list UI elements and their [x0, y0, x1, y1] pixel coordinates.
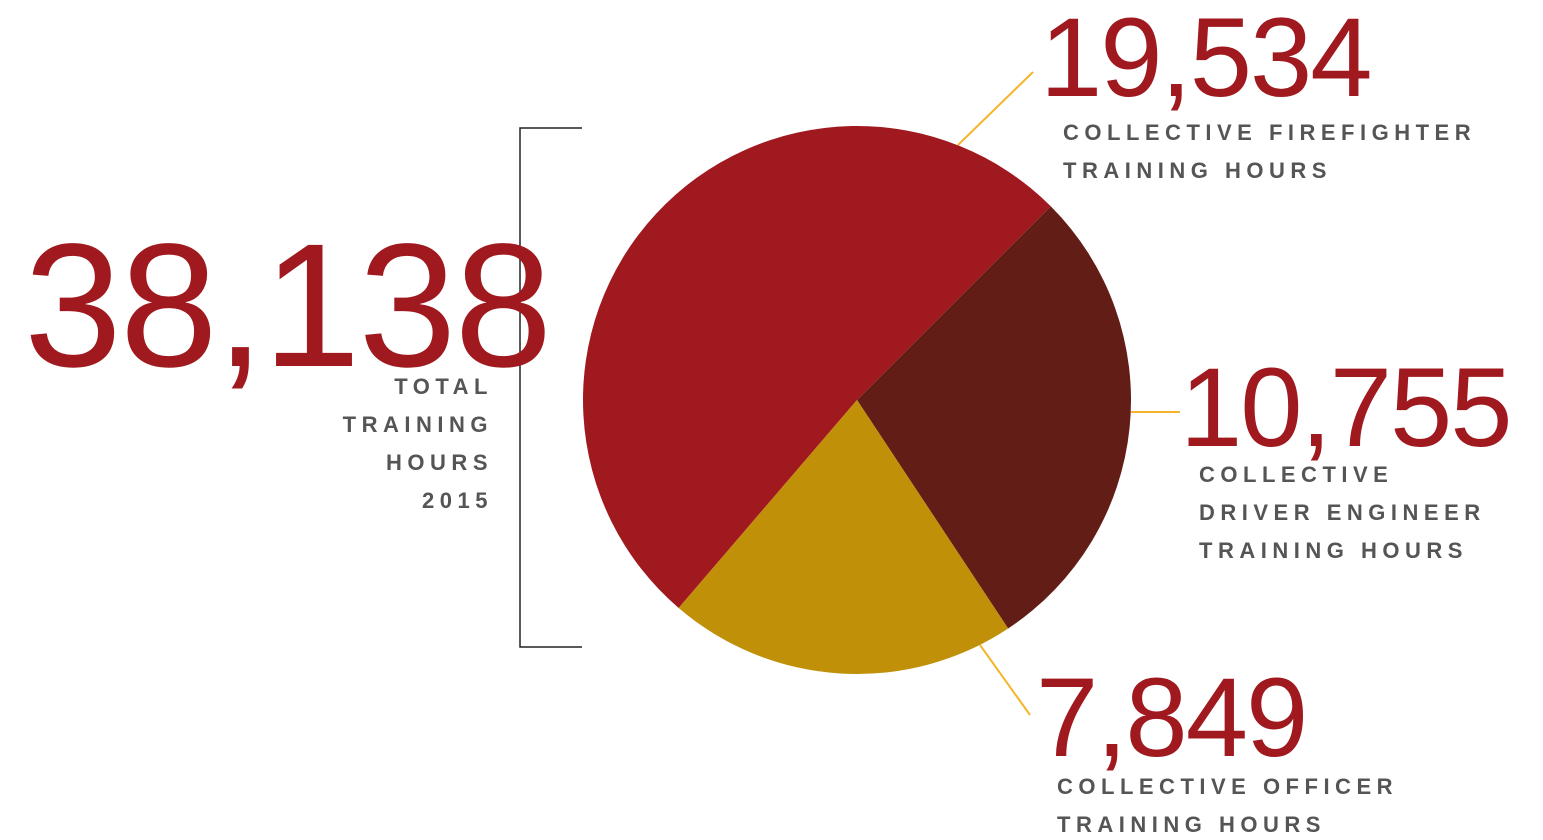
leader-line: [957, 71, 1034, 146]
pie: [582, 125, 1131, 674]
value-label: 10,755: [1180, 345, 1513, 470]
category-label: COLLECTIVE FIREFIGHTER TRAINING HOURS: [1063, 120, 1477, 183]
bracket-line: [519, 127, 582, 648]
value-label: 19,534: [1040, 0, 1373, 120]
pie-slice: [857, 206, 1131, 629]
category-label: COLLECTIVE DRIVER ENGINEER TRAINING HOUR…: [1199, 462, 1486, 563]
total-caption: TOTAL TRAINING HOURS 2015: [342, 374, 493, 513]
leaders: [957, 71, 1180, 716]
value-label: 7,849: [1036, 655, 1308, 780]
bracket: [519, 127, 582, 648]
category-label: COLLECTIVE OFFICER TRAINING HOURS: [1057, 774, 1398, 837]
pie-slice: [582, 125, 1051, 609]
leader-line: [979, 644, 1031, 716]
total-value: 38,138: [24, 208, 552, 404]
pie-slice: [678, 400, 1009, 674]
